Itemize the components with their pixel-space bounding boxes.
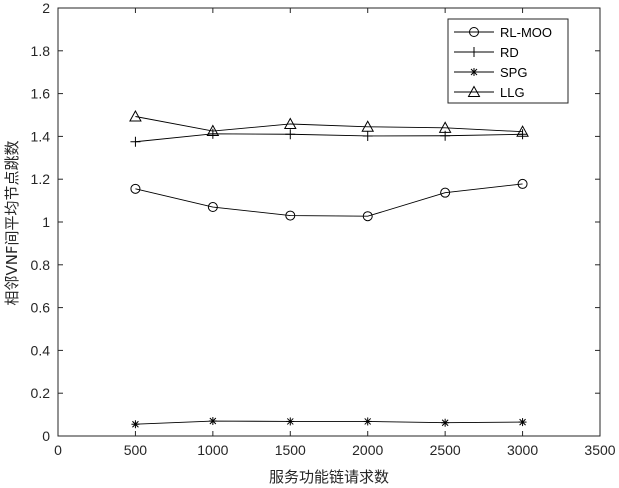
- series-line-spg: [135, 420, 523, 425]
- data-point-rl-moo: [207, 202, 218, 213]
- data-point-rl-moo: [362, 211, 373, 222]
- y-tick-label: 1.4: [31, 128, 51, 144]
- data-point-spg: [441, 418, 450, 427]
- x-tick-label: 2000: [352, 442, 383, 458]
- y-tick-label: 1.2: [31, 171, 51, 187]
- data-point-llg: [283, 117, 297, 129]
- series-rl-moo: [130, 178, 528, 222]
- y-axis-title: 相邻VNF间平均节点跳数: [3, 140, 21, 305]
- x-tick-label: 3000: [507, 442, 538, 458]
- data-point-llg: [361, 120, 375, 132]
- data-point-rl-moo: [130, 183, 141, 194]
- x-axis-title: 服务功能链请求数: [269, 468, 389, 486]
- y-tick-label: 1.6: [31, 86, 51, 102]
- legend-label: LLG: [500, 85, 525, 100]
- data-point-spg: [518, 418, 527, 427]
- y-tick-label: 1: [42, 214, 50, 230]
- legend-item-llg: LLG: [454, 85, 525, 100]
- data-point-rd: [362, 130, 373, 141]
- y-tick-label: 0.4: [31, 342, 51, 358]
- y-tick-label: 0: [42, 428, 50, 444]
- y-tick-label: 0.6: [31, 300, 51, 316]
- data-point-rd: [285, 129, 296, 140]
- data-point-spg: [208, 417, 217, 426]
- data-point-spg: [363, 417, 372, 426]
- legend-marker-spg: [470, 68, 478, 76]
- legend-marker-rl-moo: [469, 27, 479, 37]
- y-tick-label: 0.2: [31, 385, 51, 401]
- data-point-rl-moo: [517, 178, 528, 189]
- x-tick-label: 2500: [430, 442, 461, 458]
- legend-item-spg: SPG: [454, 65, 527, 80]
- x-tick-label: 1500: [275, 442, 306, 458]
- series-line-rl-moo: [135, 183, 523, 217]
- y-tick-label: 1.8: [31, 43, 51, 59]
- legend-marker-llg: [467, 85, 481, 97]
- series-rd: [130, 128, 528, 147]
- data-point-spg: [131, 420, 140, 429]
- data-point-llg: [206, 124, 220, 137]
- data-point-llg: [438, 121, 452, 133]
- series-spg: [131, 417, 527, 429]
- x-tick-label: 1000: [197, 442, 228, 458]
- series-llg: [129, 109, 529, 137]
- legend: RL-MOO RD SPG LLG: [447, 18, 569, 104]
- legend-label: SPG: [500, 65, 527, 80]
- x-tick-label: 0: [54, 442, 62, 458]
- data-point-rl-moo: [440, 187, 451, 198]
- x-tick-label: 3500: [584, 442, 615, 458]
- y-tick-label: 2: [42, 0, 50, 16]
- legend-marker-rd: [469, 47, 479, 57]
- y-tick-label: 0.8: [31, 257, 51, 273]
- x-tick-label: 500: [124, 442, 148, 458]
- series-line-rd: [135, 133, 523, 143]
- legend-label: RD: [500, 45, 519, 60]
- data-point-llg: [129, 109, 142, 122]
- legend-box: [447, 18, 569, 104]
- series-line-llg: [135, 116, 523, 133]
- data-point-rd: [517, 129, 528, 140]
- data-point-rd: [130, 136, 141, 147]
- legend-label: RL-MOO: [500, 25, 552, 40]
- legend-item-rl-moo: RL-MOO: [454, 25, 552, 40]
- legend-item-rd: RD: [454, 45, 519, 60]
- data-point-rl-moo: [285, 210, 296, 221]
- data-point-rd: [207, 128, 218, 139]
- data-point-spg: [286, 417, 295, 426]
- data-point-llg: [516, 125, 529, 137]
